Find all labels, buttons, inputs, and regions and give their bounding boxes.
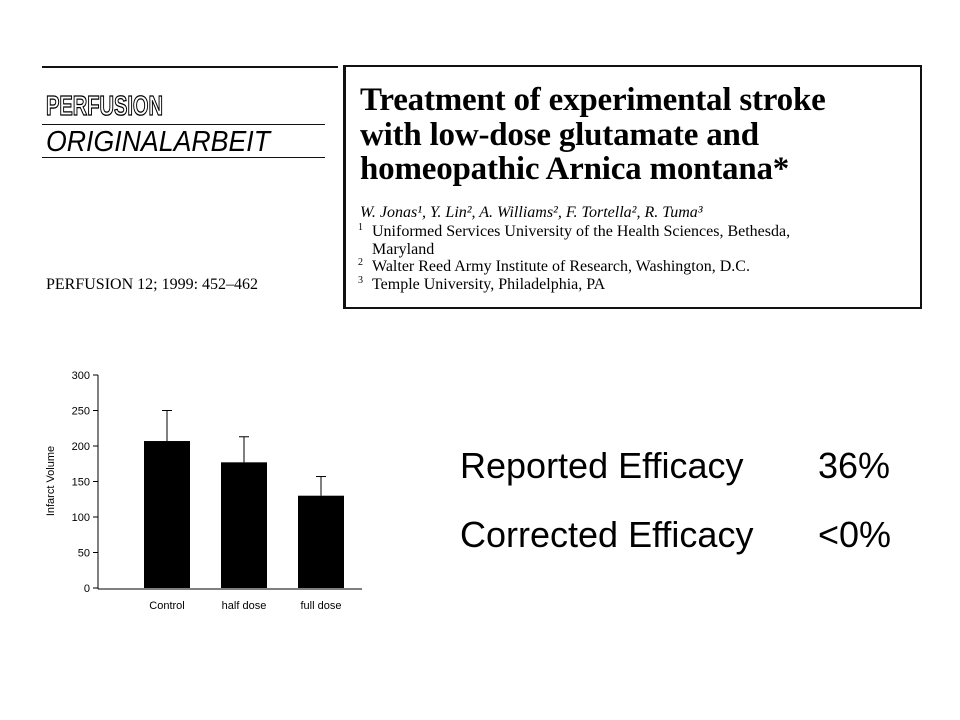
affiliation-text: Walter Reed Army Institute of Research, … <box>372 258 750 276</box>
article-title: Treatment of experimental stroke with lo… <box>360 83 826 187</box>
article-title-line: homeopathic Arnica montana* <box>360 151 790 187</box>
y-axis-label: Infarct Volume <box>45 446 57 516</box>
y-tick-label-50: 50 <box>78 548 90 560</box>
x-tick-label-full-dose: full dose <box>301 600 342 612</box>
affiliation-text: Temple University, Philadelphia, PA <box>372 275 606 293</box>
affiliation-text: Uniformed Services University of the Hea… <box>372 223 791 240</box>
citation: PERFUSION 12; 1999: 452–462 <box>46 276 259 293</box>
bar-control <box>144 441 190 588</box>
section-label-text: ORIGINALARBEIT <box>46 126 272 158</box>
y-tick-label-250: 250 <box>72 406 90 418</box>
affiliation-number: 2 <box>358 257 363 269</box>
article-title-line: Treatment of experimental stroke <box>360 82 826 118</box>
efficacy-value: 36% <box>818 445 891 486</box>
y-tick-label-100: 100 <box>72 512 90 524</box>
infarct-volume-bar-chart: Control half dose full dose 0 50 100 150 200 250… <box>45 370 362 612</box>
efficacy-row-corrected: Corrected Efficacy <0% <box>460 513 900 557</box>
bar-full-dose <box>298 495 344 588</box>
x-tick-label-control: Control <box>149 600 184 612</box>
author-list: W. Jonas¹, Y. Lin², A. Williams², F. Tor… <box>360 204 703 221</box>
efficacy-value: <0% <box>818 514 892 555</box>
section-label: ORIGINALARBEIT <box>46 126 272 158</box>
article-header-box <box>343 65 922 309</box>
affiliation-number: 3 <box>358 274 363 286</box>
y-tick-label-200: 200 <box>72 441 90 453</box>
efficacy-row-reported: Reported Efficacy 36% <box>460 444 900 488</box>
masthead-rule <box>42 124 325 125</box>
bar-half-dose <box>221 462 267 588</box>
efficacy-label: Corrected Efficacy <box>460 514 754 555</box>
y-tick-label-150: 150 <box>72 477 90 489</box>
masthead-top-rule <box>42 66 338 68</box>
affiliation-number: 1 <box>358 222 363 233</box>
x-tick-label-half-dose: half dose <box>222 600 267 612</box>
efficacy-label: Reported Efficacy <box>460 445 744 486</box>
article-title-line: with low-dose glutamate and <box>360 116 759 153</box>
section-rule <box>42 157 325 158</box>
journal-logo-text: PERFUSION <box>46 90 163 121</box>
affiliation-text: Maryland <box>372 240 435 258</box>
y-tick-label-300: 300 <box>72 370 90 382</box>
y-tick-label-0: 0 <box>84 583 90 595</box>
journal-logo: PERFUSION <box>45 89 163 121</box>
